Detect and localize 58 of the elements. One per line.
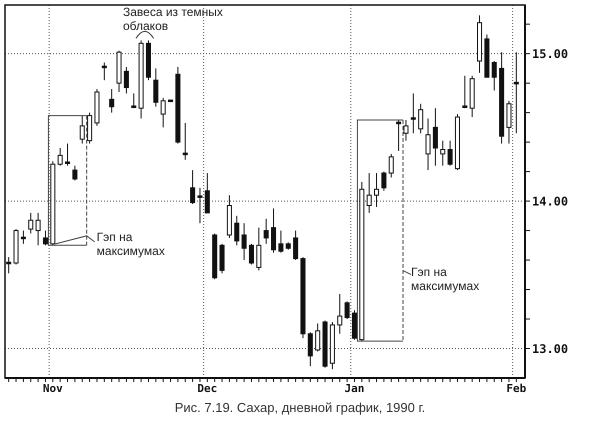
candlestick [65,143,70,166]
candlestick [256,227,262,271]
candlestick [190,170,196,205]
candlestick [418,103,424,134]
annotation: Завеса из темных облаков [123,5,224,33]
candlestick [182,122,188,160]
candlestick [506,100,512,144]
candlestick [124,66,129,94]
candlestick [109,88,114,114]
candlestick [248,243,254,265]
candlestick [308,332,313,367]
candlestick [337,293,342,334]
candlestick [20,230,26,244]
candlestick [396,119,402,152]
candlestick [410,92,416,134]
x-tick-label: Feb [506,382,527,395]
candlestick [36,212,41,246]
candlestick [432,108,438,166]
candlestick [366,172,372,214]
candlestick [102,62,107,81]
candlestick [426,118,431,171]
candlestick [42,230,48,246]
candlestick [448,140,453,166]
x-tick-label: Jan [344,382,364,395]
candlestick [278,230,284,254]
candlestick [153,68,158,108]
candlestick [403,119,408,142]
candlestick [388,153,394,178]
candlestick [197,187,202,224]
candlestick [160,97,166,128]
candlestick [234,215,240,246]
text: Рис. 7.19. Сахар, дневной график, 1990 г. [174,400,426,415]
x-tick-label: Dec [197,382,218,395]
y-tick-label: 14.00 [532,194,568,208]
annotation: Гэп на максимумах [411,264,480,293]
candlestick [80,115,85,144]
candlestick [6,256,12,274]
candlestick [58,148,63,166]
candlestick [293,230,298,261]
candlestick [492,60,497,92]
y-tick-label: 13.00 [532,342,568,356]
candlestick [72,165,78,181]
candlestick [344,300,350,320]
candlestick [28,212,34,234]
candlestick [242,222,247,261]
candlestick [381,171,386,192]
candlestick [264,218,269,244]
candlestick [131,92,136,109]
candlestick [440,140,446,166]
x-tick-label: Nov [42,382,64,395]
candlestick [374,172,380,208]
annotation: Гэп на максимумах [96,230,166,258]
candlestick [462,75,468,109]
candlestick [271,208,276,254]
candlestick [204,172,210,214]
candlestick [315,322,320,352]
candlestick [514,52,519,134]
y-tick-label: 15.00 [532,46,568,61]
